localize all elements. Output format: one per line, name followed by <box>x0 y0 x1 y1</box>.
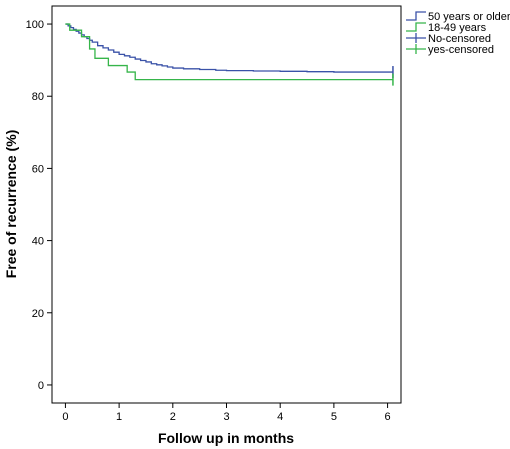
x-tick-label: 0 <box>62 411 68 423</box>
legend-swatch-step <box>406 22 426 32</box>
legend-swatch-step <box>406 11 426 21</box>
y-axis-title: Free of recurrence (%) <box>3 130 19 279</box>
x-axis-title: Follow up in months <box>158 430 294 446</box>
y-tick-label: 40 <box>32 236 44 248</box>
series-layer <box>65 23 394 86</box>
legend-label: No-censored <box>428 33 491 45</box>
x-tick-label: 6 <box>385 411 391 423</box>
x-tick-label: 4 <box>277 411 283 423</box>
y-tick-label: 0 <box>38 380 44 392</box>
legend-label: yes-censored <box>428 44 494 56</box>
x-tick-label: 5 <box>331 411 337 423</box>
y-tick-label: 20 <box>32 308 44 320</box>
x-tick-label: 3 <box>223 411 229 423</box>
x-tick-label: 1 <box>116 411 122 423</box>
legend-label: 18-49 years <box>428 22 487 34</box>
y-tick-label: 60 <box>32 163 44 175</box>
series-line-younger <box>65 23 393 81</box>
legend-label: 50 years or older <box>428 11 510 23</box>
y-tick-label: 80 <box>32 91 44 103</box>
x-tick-label: 2 <box>170 411 176 423</box>
y-tick-label: 100 <box>26 19 44 31</box>
plot-area <box>51 5 402 404</box>
